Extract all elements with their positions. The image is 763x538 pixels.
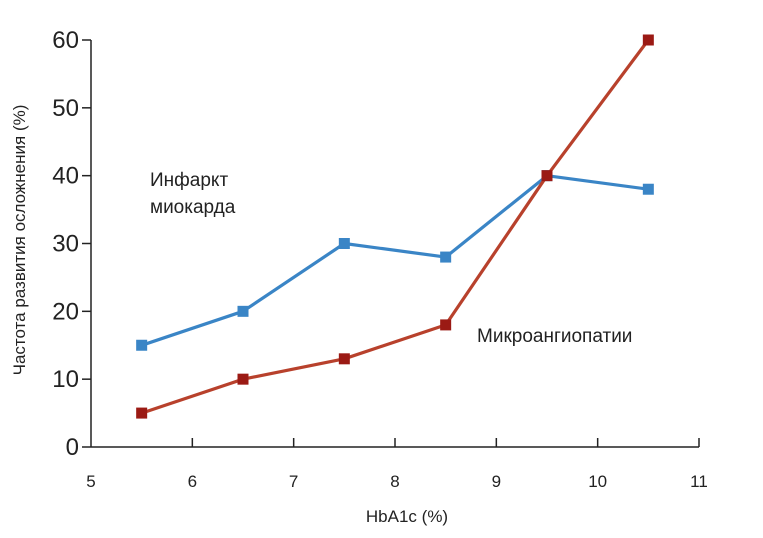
data-point [440,251,452,263]
x-tick-label: 7 [289,472,298,491]
data-point [642,183,654,195]
series-layer [136,34,654,419]
series-line [141,174,649,347]
x-tick-label: 6 [188,472,197,491]
series-2 [136,34,654,419]
y-tick-label: 50 [52,95,79,122]
x-tick-label: 5 [86,472,95,491]
data-point [237,373,249,385]
data-point [136,339,148,351]
annotation-microangiopathy: Микроангиопатии [477,326,632,347]
x-axis-title: HbA1c (%) [366,507,448,526]
data-point [642,34,654,46]
annotation-myocardial-infarction: Инфаркт миокарда [150,170,236,218]
y-tick-label: 60 [52,27,79,54]
y-ticks: 0 10 20 30 40 50 60 [52,27,91,461]
y-tick-label: 30 [52,231,79,258]
x-tick-label: 8 [390,472,399,491]
x-ticks: 5 6 7 8 9 10 11 [86,438,708,491]
data-point [237,305,249,317]
x-tick-label: 11 [690,472,708,491]
y-tick-label: 40 [52,163,79,190]
data-point [136,407,148,419]
data-point [338,353,350,365]
y-tick-label: 0 [66,434,79,461]
y-tick-label: 20 [52,298,79,325]
data-point [440,319,452,331]
x-tick-label: 10 [588,472,607,491]
data-point [338,238,350,249]
y-tick-label: 10 [52,366,79,393]
series-line [141,39,650,415]
data-point [541,170,553,182]
x-tick-label: 9 [492,472,501,491]
annotation-line: Инфаркт [150,170,228,191]
y-axis-title: Частота развития осложнения (%) [10,105,29,376]
annotation-line: миокарда [150,197,236,218]
